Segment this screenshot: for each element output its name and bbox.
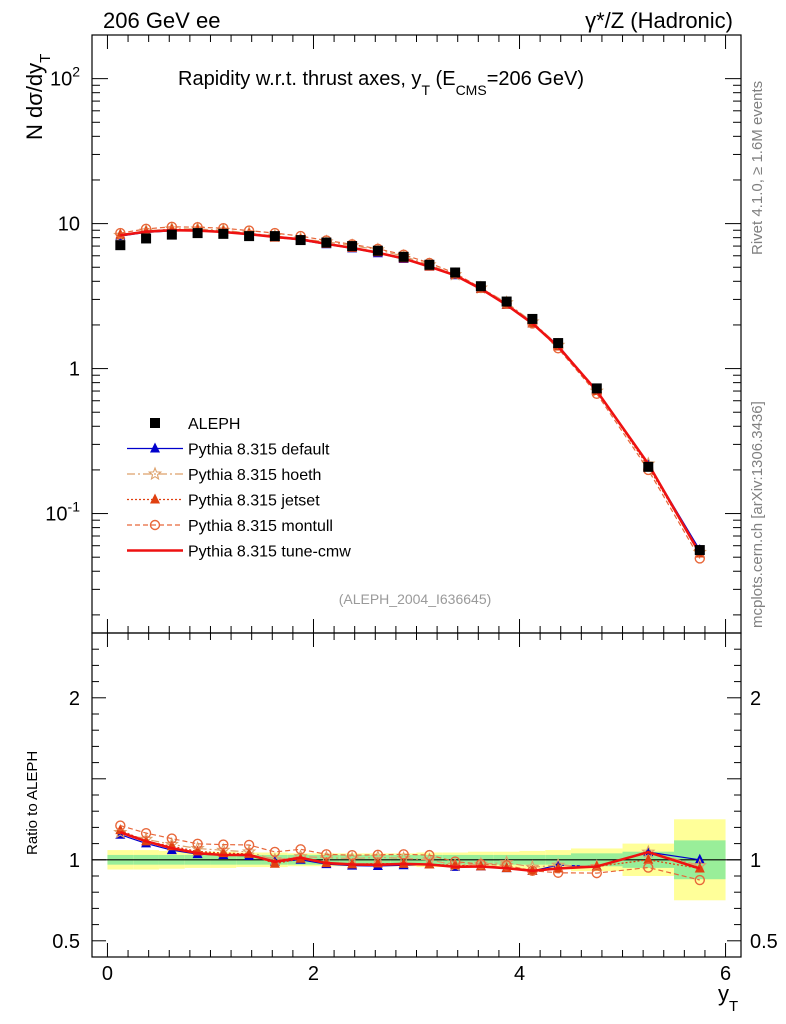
legend-label: Pythia 8.315 tune-cmw: [188, 544, 351, 561]
x-tick-label: 2: [308, 963, 319, 985]
side-label-mcplots: mcplots.cern.ch [arXiv:1306.3436]: [749, 401, 766, 628]
data-point: [424, 259, 435, 270]
ratio-point-4: [115, 820, 126, 831]
data-point: [192, 228, 203, 239]
ratio-point-4: [694, 874, 705, 886]
data-point: [643, 461, 654, 472]
ratio-point-3: [643, 853, 654, 864]
ratio-point-4: [398, 849, 409, 860]
series-point-4: [115, 227, 126, 239]
ratio-point-4: [643, 862, 654, 873]
legend-label: Pythia 8.315 default: [188, 442, 330, 459]
data-point: [553, 338, 564, 349]
ratio-point-4: [218, 839, 229, 850]
x-tick-label: 6: [720, 963, 731, 985]
ratio-point-4: [501, 860, 512, 871]
legend-entry: Pythia 8.315 montull: [127, 518, 333, 535]
data-point: [244, 231, 255, 242]
legend-entry: Pythia 8.315 jetset: [127, 493, 320, 510]
x-tick-label: 0: [102, 963, 113, 985]
ratio-point-4: [243, 839, 255, 851]
x-tick-label: 4: [514, 963, 525, 985]
x-axis-label: yT: [718, 981, 738, 1015]
ratio-point-3: [115, 824, 126, 835]
data-point: [166, 229, 177, 240]
ratio-y-tick-label: 2: [69, 688, 80, 710]
analysis-watermark: (ALEPH_2004_I636645): [339, 591, 492, 607]
data-point: [694, 545, 705, 556]
y-tick-label: 1: [69, 359, 80, 381]
legend-label: Pythia 8.315 hoeth: [188, 467, 321, 484]
header-left: 206 GeV ee: [103, 8, 220, 33]
legend-marker: [150, 442, 160, 453]
legend-entry: Pythia 8.315 tune-cmw: [127, 544, 351, 561]
legend-entry: ALEPH: [150, 416, 240, 433]
data-point: [321, 237, 332, 248]
ratio-y-tick-label: 0.5: [52, 931, 80, 953]
data-point: [115, 240, 126, 251]
y-axis-label: N dσ/dyT: [22, 54, 54, 140]
data-point: [475, 281, 486, 292]
legend-label: Pythia 8.315 jetset: [188, 493, 320, 510]
legend-marker: [149, 519, 161, 531]
data-point: [591, 383, 602, 394]
ratio-y-tick-label-right: 2: [750, 688, 761, 710]
ratio-point-4: [166, 833, 178, 844]
data-point: [372, 245, 383, 256]
ratio-line-4: [120, 825, 700, 881]
ratio-point-4: [475, 858, 487, 870]
side-label-rivet: Rivet 4.1.0, ≥ 1.6M events: [749, 81, 766, 255]
ratio-point-4: [372, 849, 384, 861]
legend-entry: Pythia 8.315 default: [127, 442, 330, 459]
ratio-y-axis-label: Ratio to ALEPH: [24, 751, 41, 855]
svg-text:N dσ/dyT: N dσ/dyT: [22, 54, 54, 140]
series-point-4: [140, 223, 152, 235]
ratio-y-tick-label-right: 1: [750, 850, 761, 872]
y-tick-label: 10: [58, 214, 80, 236]
data-point: [347, 241, 358, 252]
ratio-point-4: [140, 827, 152, 839]
legend-marker: [147, 466, 163, 481]
ratio-y-tick-label: 1: [69, 850, 80, 872]
chart-title: Rapidity w.r.t. thrust axes, yT (ECMS=20…: [178, 68, 584, 98]
ratio-point-2: [113, 824, 128, 839]
data-point: [450, 267, 461, 278]
ratio-point-4: [591, 867, 602, 879]
data-point: [398, 251, 409, 262]
ratio-point-4: [321, 849, 332, 860]
ratio-point-4: [295, 844, 306, 855]
legend-label: ALEPH: [188, 416, 240, 433]
ratio-line-5: [119, 831, 701, 873]
data-point: [218, 228, 229, 239]
header-right: γ*/Z (Hadronic): [585, 8, 733, 33]
data-point: [501, 296, 512, 307]
y-tick-label: 102: [50, 64, 80, 91]
legend-entry: Pythia 8.315 hoeth: [127, 466, 321, 484]
legend-marker: [150, 418, 160, 428]
ratio-line-2: [120, 831, 700, 868]
legend-label: Pythia 8.315 montull: [188, 518, 333, 535]
ratio-point-4: [424, 849, 435, 861]
ratio-plot-frame: [91, 632, 742, 958]
data-point: [527, 313, 538, 324]
ratio-line-3: [120, 829, 700, 872]
data-point: [269, 231, 280, 242]
ratio-point-4: [192, 838, 203, 849]
data-point: [141, 233, 152, 244]
ratio-point-4: [269, 846, 281, 858]
ratio-y-tick-label-right: 0.5: [750, 931, 778, 953]
data-point: [295, 235, 306, 246]
legend-marker: [150, 493, 160, 504]
y-tick-label: 10-1: [45, 499, 80, 526]
ratio-point-4: [346, 849, 358, 861]
